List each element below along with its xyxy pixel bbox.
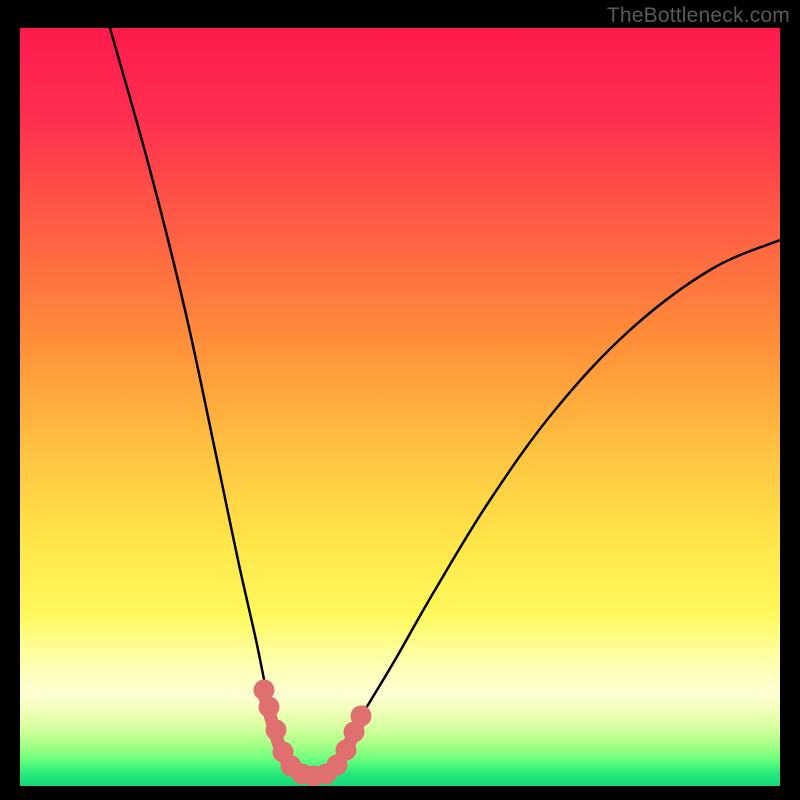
watermark-text: TheBottleneck.com (607, 4, 790, 28)
gradient-rect (20, 28, 780, 786)
gradient-plot-area (0, 0, 800, 800)
chart-frame: TheBottleneck.com (0, 0, 800, 800)
